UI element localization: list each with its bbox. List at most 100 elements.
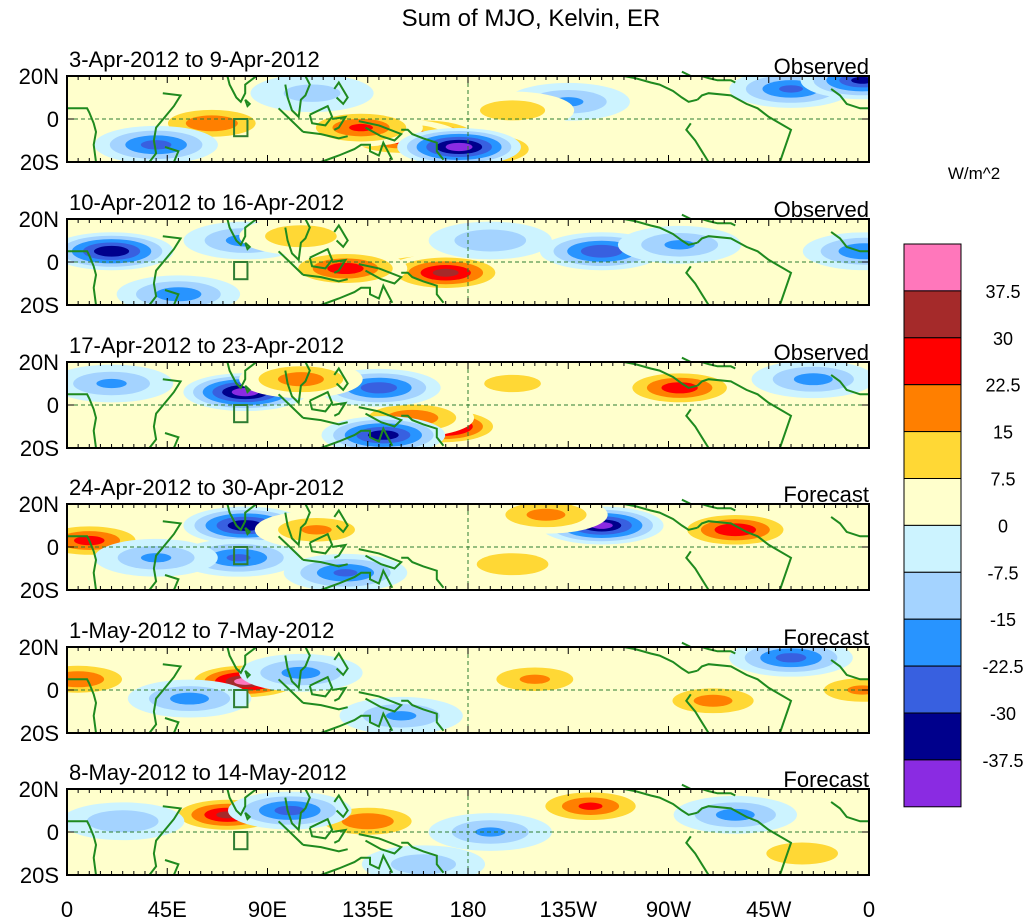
y-tick-label: 0 [47, 393, 59, 418]
chart-title: Sum of MJO, Kelvin, ER [402, 5, 661, 32]
map-panel: 24-Apr-2012 to 30-Apr-2012 Forecast 20N 0 20… [19, 475, 870, 603]
x-tick-label: 45E [148, 897, 187, 921]
anomaly-positive [283, 249, 408, 288]
map-panel: 17-Apr-2012 to 23-Apr-2012 Observed 20N 0 20… [19, 333, 870, 461]
colorbar-swatch [903, 290, 962, 339]
coastline [67, 356, 869, 449]
x-tick-label: 90W [646, 897, 691, 921]
anomaly-negative [617, 225, 742, 264]
colorbar-swatch [903, 571, 962, 620]
anomaly-negative [227, 791, 352, 830]
colorbar-swatch [903, 384, 962, 433]
y-tick-label: 20N [19, 635, 59, 660]
colorbar-swatch [903, 478, 962, 526]
panel-kind-label: Forecast [783, 625, 869, 650]
y-tick-label: 20N [19, 64, 59, 89]
anomaly-negative [800, 76, 869, 100]
colorbar-label: 22.5 [985, 376, 1020, 396]
x-tick-label: 135W [540, 897, 598, 921]
anomaly-positive [239, 362, 363, 399]
colorbar-label: 37.5 [985, 282, 1020, 302]
anomaly-negative [127, 679, 252, 718]
y-tick-label: 0 [47, 820, 59, 845]
x-tick-label: 0 [61, 897, 73, 921]
x-tick-label: 135E [342, 897, 393, 921]
x-axis: 0 45E 90E 135E 180 135W 90W 45W 0 [61, 897, 875, 921]
colorbar-swatch [903, 759, 962, 808]
anomaly-negative [428, 221, 552, 260]
anomaly-negative [116, 275, 241, 305]
map-panel: 3-Apr-2012 to 9-Apr-2012 Observed 20N 0 20S [19, 47, 870, 175]
region-marker [233, 118, 249, 138]
colorbar-label: 30 [993, 329, 1013, 349]
anomaly-positive [239, 219, 363, 256]
units-label: W/m^2 [948, 164, 1000, 183]
anomaly-negative [729, 647, 853, 677]
anomaly-positive [617, 368, 742, 407]
y-tick-label: 20S [20, 578, 59, 603]
anomaly-positive [651, 681, 775, 720]
panel-kind-label: Observed [774, 197, 869, 222]
panel-date-label: 1-May-2012 to 7-May-2012 [69, 618, 334, 643]
y-tick-label: 20S [20, 721, 59, 746]
map-panel: 10-Apr-2012 to 16-Apr-2012 Observed 20N 0 20… [19, 190, 870, 318]
y-tick-label: 20N [19, 777, 59, 802]
anomaly-negative [397, 127, 521, 162]
colorbar-label: -22.5 [982, 657, 1023, 677]
y-tick-label: 20S [20, 436, 59, 461]
y-tick-label: 0 [47, 678, 59, 703]
colorbar-swatch [903, 243, 962, 292]
panel-kind-label: Observed [774, 54, 869, 79]
panel-kind-label: Forecast [783, 482, 869, 507]
y-tick-label: 0 [47, 535, 59, 560]
x-tick-label: 45W [746, 897, 791, 921]
y-tick-label: 20S [20, 863, 59, 888]
colorbar-label: -37.5 [982, 751, 1023, 771]
anomaly-positive [484, 504, 608, 534]
anomaly-positive [450, 364, 575, 403]
region-marker [233, 261, 249, 281]
coastline [67, 498, 869, 591]
anomaly-negative [339, 696, 463, 733]
anomaly-positive [254, 510, 379, 549]
y-tick-label: 0 [47, 107, 59, 132]
anomaly-positive [528, 789, 653, 826]
colorbar-label: 7.5 [990, 470, 1015, 490]
colorbar-swatch [903, 337, 962, 386]
y-tick-label: 20S [20, 150, 59, 175]
coastline [67, 213, 869, 306]
anomaly-positive [450, 545, 575, 584]
colorbar-swatch [903, 712, 962, 761]
region-marker [233, 689, 249, 709]
anomaly-positive [740, 834, 864, 873]
anomaly-negative [283, 553, 408, 590]
y-tick-label: 20S [20, 293, 59, 318]
map-panel: 8-May-2012 to 14-May-2012 Forecast 20N 0 20S [19, 760, 870, 888]
panel-date-label: 10-Apr-2012 to 16-Apr-2012 [69, 190, 344, 215]
panel-kind-label: Forecast [783, 767, 869, 792]
panel-date-label: 3-Apr-2012 to 9-Apr-2012 [69, 47, 320, 72]
panel-date-label: 17-Apr-2012 to 23-Apr-2012 [69, 333, 344, 358]
colorbar-label: 15 [993, 423, 1013, 443]
colorbar-swatch [903, 524, 962, 573]
y-tick-label: 20N [19, 350, 59, 375]
y-tick-label: 20N [19, 207, 59, 232]
colorbar-swatch [903, 618, 962, 667]
colorbar-label: 0 [998, 516, 1008, 536]
map-panel: 1-May-2012 to 7-May-2012 Forecast 20N 0 20S [19, 618, 870, 746]
panel-date-label: 8-May-2012 to 14-May-2012 [69, 760, 347, 785]
panel-date-label: 24-Apr-2012 to 30-Apr-2012 [69, 475, 344, 500]
region-marker [233, 404, 249, 424]
y-tick-label: 0 [47, 250, 59, 275]
colorbar-swatch [903, 665, 962, 714]
colorbar-label: -30 [990, 704, 1016, 724]
region-marker [233, 546, 249, 566]
anomaly-positive [383, 253, 508, 292]
colorbar-label: -7.5 [987, 563, 1018, 583]
colorbar-swatch [903, 431, 962, 480]
panel-kind-label: Observed [774, 340, 869, 365]
coastline [67, 641, 869, 734]
anomaly-negative [317, 368, 441, 407]
anomaly-negative [67, 802, 185, 841]
